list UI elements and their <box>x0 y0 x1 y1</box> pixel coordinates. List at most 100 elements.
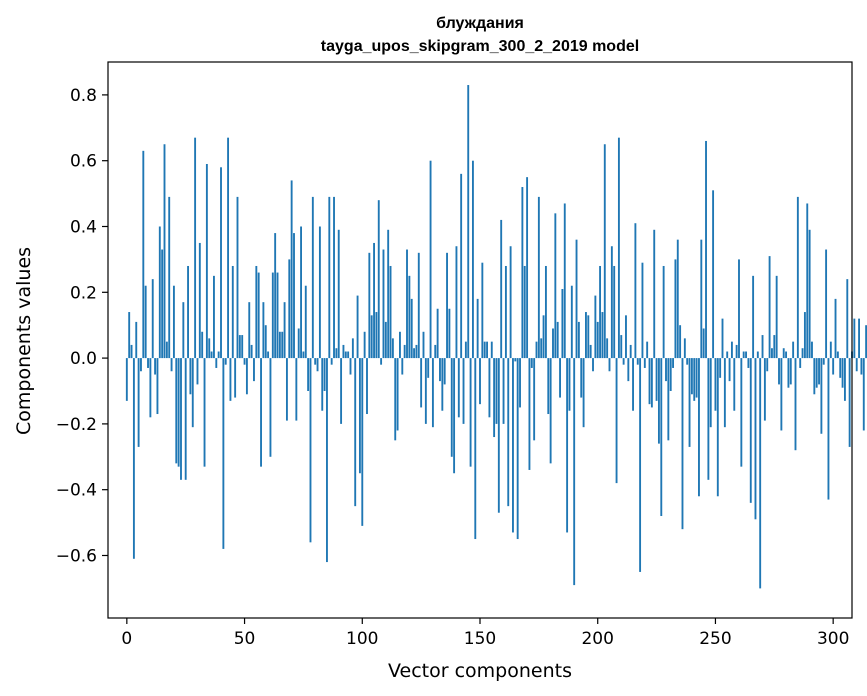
x-tick-label-0: 0 <box>121 629 132 649</box>
bar-256 <box>728 358 731 382</box>
bar-114 <box>394 358 397 441</box>
bar-243 <box>698 358 700 497</box>
bar-46 <box>234 358 237 398</box>
bar-314 <box>865 325 867 359</box>
bar-223 <box>650 358 653 408</box>
bar-267 <box>754 358 757 520</box>
bar-158 <box>497 358 500 513</box>
bar-209 <box>617 137 620 359</box>
bar-74 <box>300 226 302 359</box>
bar-214 <box>629 344 632 359</box>
bar-280 <box>785 351 788 359</box>
bar-313 <box>862 358 865 431</box>
bar-218 <box>639 358 642 572</box>
bar-192 <box>577 321 580 359</box>
bar-68 <box>285 358 288 421</box>
bar-15 <box>161 249 164 359</box>
bar-66 <box>281 331 284 359</box>
bar-237 <box>683 338 686 359</box>
bar-50 <box>243 358 246 365</box>
bar-137 <box>448 308 451 359</box>
bar-173 <box>533 358 536 441</box>
bar-38 <box>215 358 218 368</box>
bar-135 <box>443 358 446 385</box>
chart-subtitle: tayga_upos_skipgram_300_2_2019 model <box>321 38 639 55</box>
bar-71 <box>293 233 295 359</box>
bar-7 <box>142 150 145 359</box>
bar-310 <box>855 358 858 372</box>
bar-245 <box>702 328 705 359</box>
bar-182 <box>554 213 557 359</box>
bar-52 <box>248 302 251 359</box>
bar-269 <box>759 358 762 589</box>
bar-111 <box>387 229 390 359</box>
bar-65 <box>278 331 281 359</box>
y-tick-label-7: 0.8 <box>70 86 97 106</box>
bar-86 <box>328 196 331 359</box>
bar-198 <box>592 358 594 372</box>
bar-167 <box>519 358 521 408</box>
bar-51 <box>245 358 248 395</box>
bar-21 <box>175 358 178 464</box>
bar-149 <box>476 298 479 359</box>
x-tick-label-50: 50 <box>234 629 256 649</box>
bar-287 <box>801 348 804 359</box>
bar-1 <box>128 312 131 359</box>
bar-241 <box>693 358 696 401</box>
bar-70 <box>290 180 293 359</box>
bar-0 <box>125 358 128 401</box>
bar-108 <box>380 358 383 365</box>
bar-184 <box>559 358 561 398</box>
x-tick-label-100: 100 <box>346 629 378 649</box>
bar-176 <box>540 338 543 359</box>
bar-242 <box>695 358 698 398</box>
x-axis-label: Vector components <box>388 660 572 682</box>
bar-189 <box>570 285 573 359</box>
bar-215 <box>632 358 634 411</box>
bar-183 <box>556 321 559 359</box>
bar-78 <box>309 358 312 543</box>
bar-156 <box>493 358 496 438</box>
bar-152 <box>483 341 486 359</box>
bar-169 <box>523 265 526 359</box>
bar-279 <box>782 348 785 359</box>
bar-19 <box>170 358 173 372</box>
bar-67 <box>283 302 286 359</box>
bar-62 <box>271 272 274 359</box>
bar-79 <box>311 196 314 359</box>
bar-177 <box>542 315 545 359</box>
bar-219 <box>641 262 644 359</box>
bar-41 <box>222 358 225 549</box>
bar-230 <box>667 358 670 441</box>
bar-120 <box>408 275 411 359</box>
bar-257 <box>730 341 733 359</box>
bar-105 <box>373 242 375 359</box>
bar-35 <box>208 338 211 359</box>
bar-171 <box>528 358 531 470</box>
y-tick-label-5: 0.4 <box>70 217 97 237</box>
bar-8 <box>144 285 147 359</box>
y-axis-ticks: −0.6 −0.4 −0.2 0.0 0.2 0.4 0.6 0.8 <box>56 86 108 566</box>
bar-127 <box>424 358 427 424</box>
bar-115 <box>396 358 399 431</box>
bar-13 <box>156 358 159 415</box>
bar-303 <box>839 358 842 378</box>
bar-234 <box>676 239 679 359</box>
bar-229 <box>665 358 667 382</box>
bar-301 <box>834 298 837 359</box>
bar-266 <box>752 275 755 359</box>
bar-126 <box>422 331 425 359</box>
bar-24 <box>182 302 185 359</box>
bar-59 <box>264 325 267 359</box>
bar-17 <box>165 341 168 359</box>
bar-36 <box>210 351 213 359</box>
bar-282 <box>789 358 792 385</box>
bar-187 <box>566 358 569 533</box>
bar-231 <box>669 358 672 391</box>
bar-142 <box>460 173 463 359</box>
bar-151 <box>481 262 484 359</box>
bar-92 <box>342 344 345 359</box>
plot-frame <box>107 61 853 619</box>
bar-285 <box>796 196 799 359</box>
bar-88 <box>333 196 335 359</box>
